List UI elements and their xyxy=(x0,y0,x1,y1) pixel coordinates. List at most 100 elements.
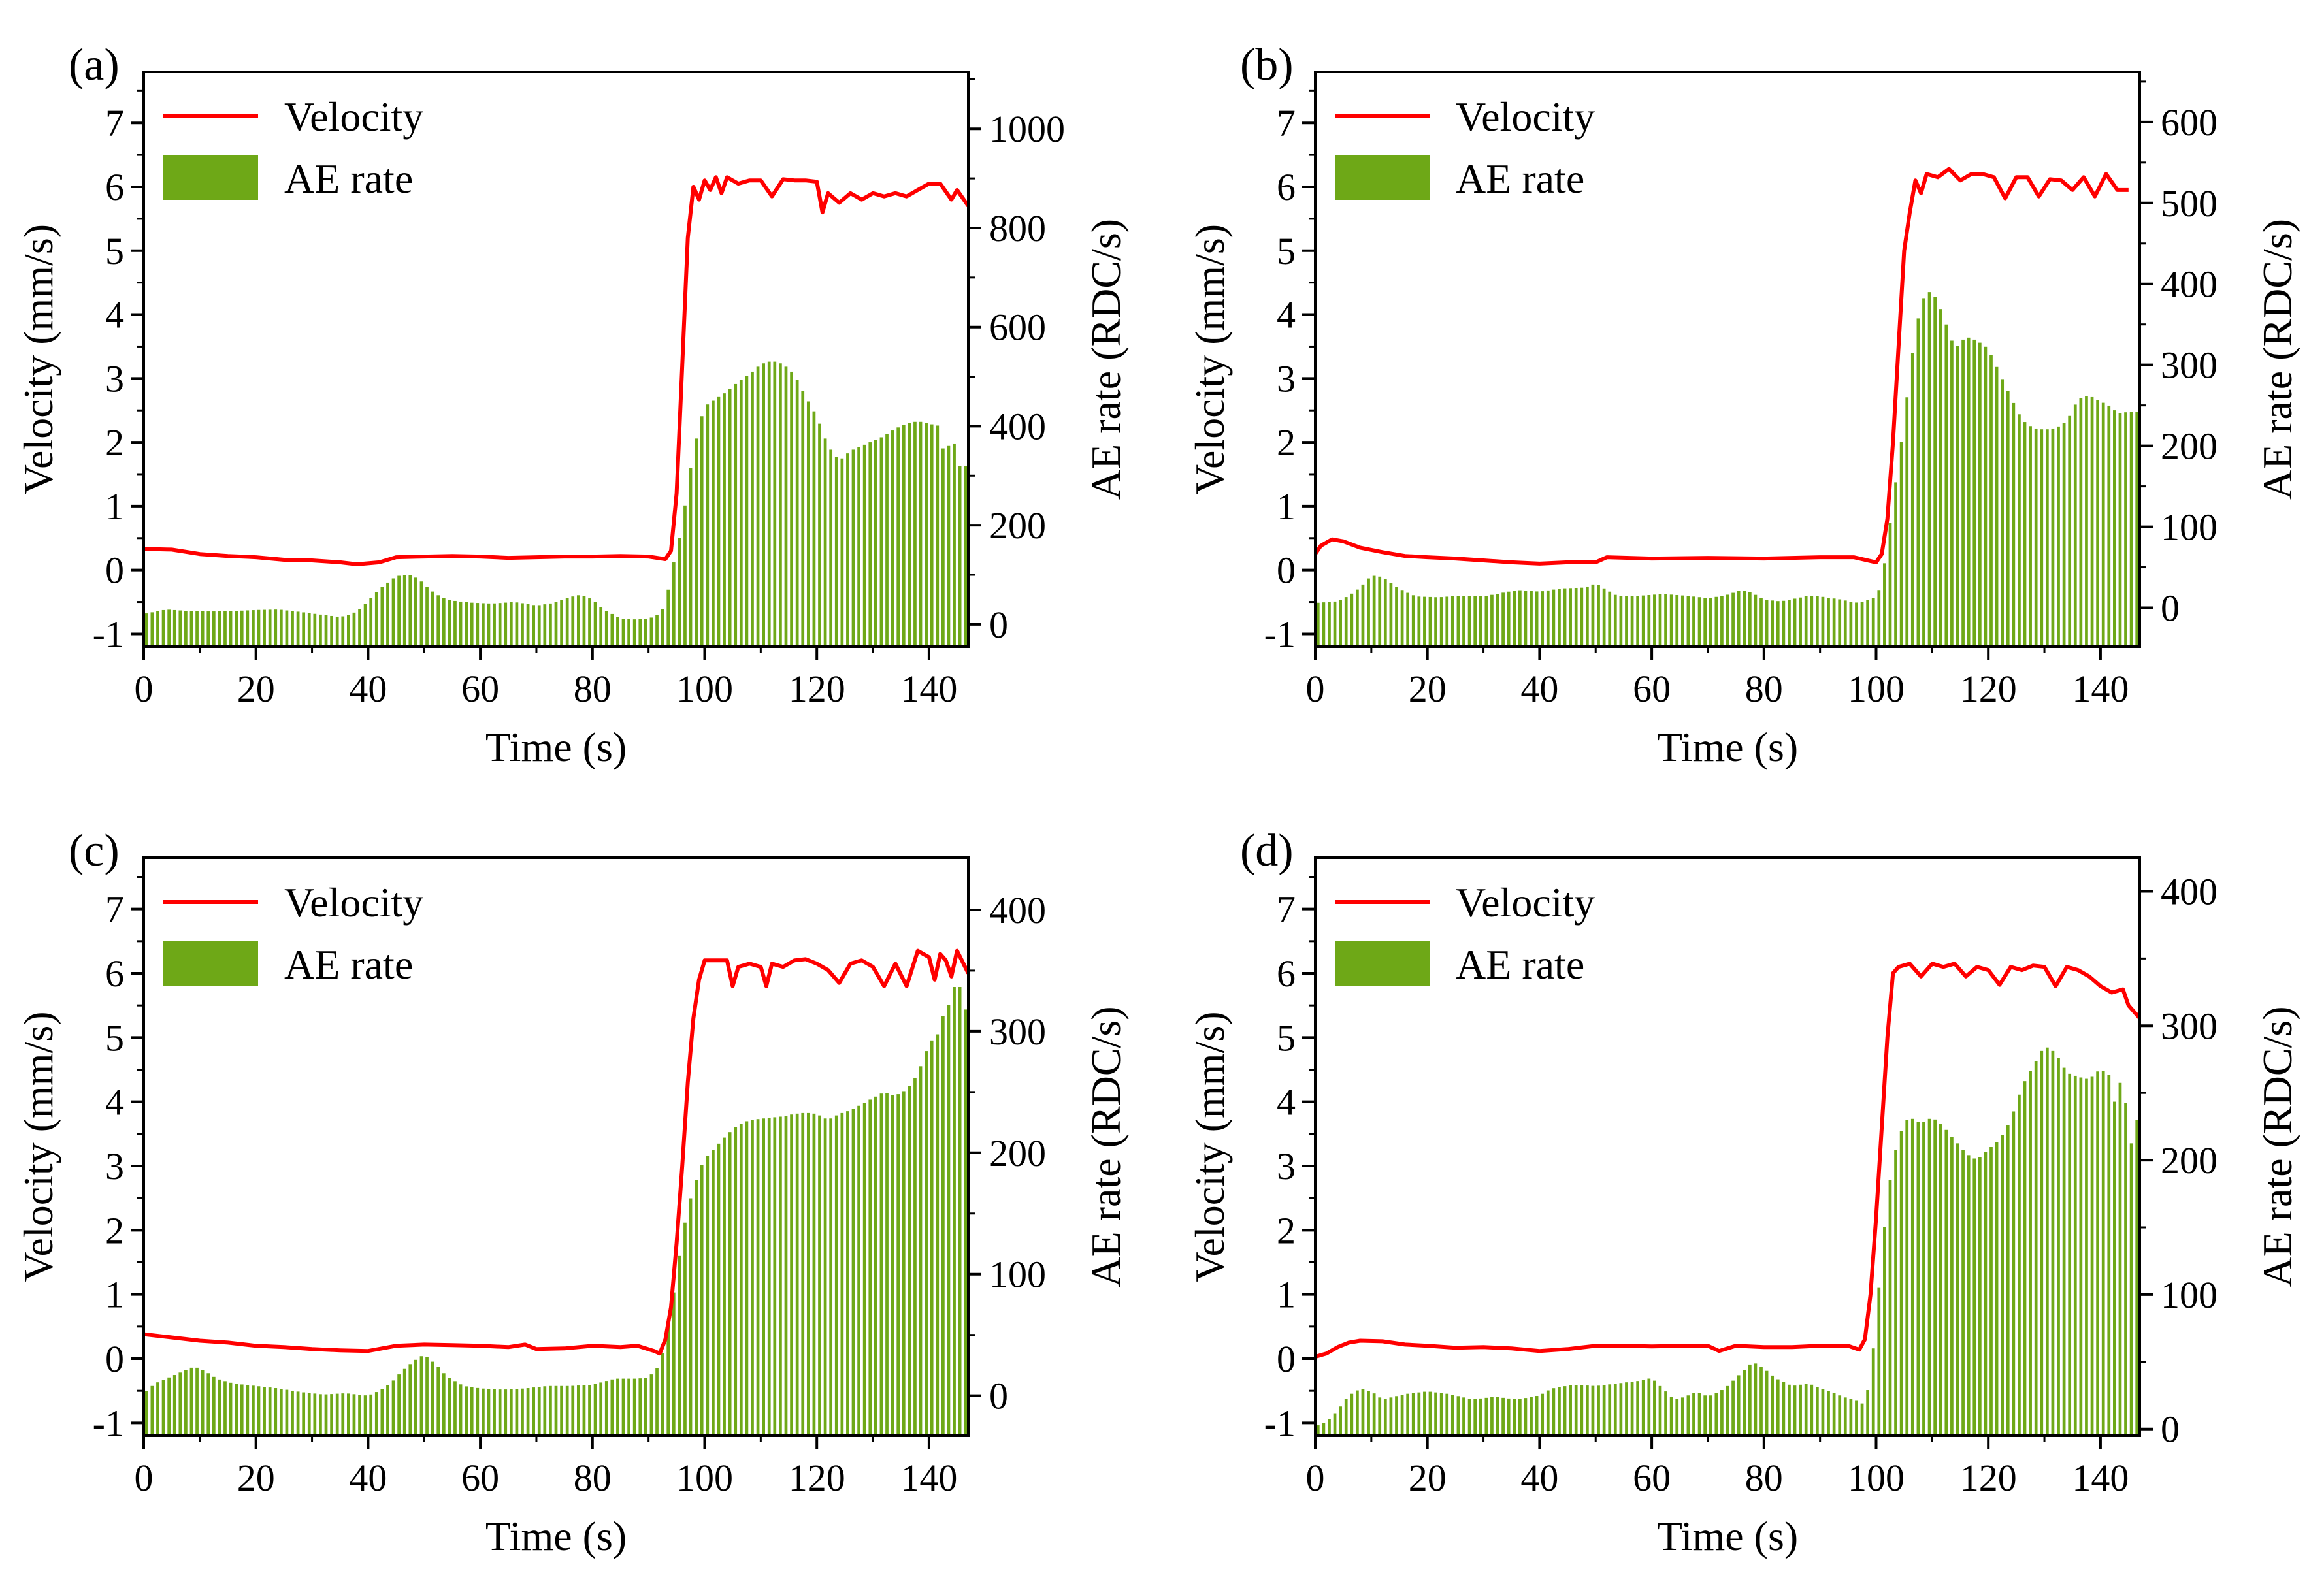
ae-rate-bar xyxy=(526,604,530,647)
x-tick-label: 0 xyxy=(135,668,154,710)
ae-rate-bar xyxy=(2029,1071,2032,1436)
ae-rate-bar xyxy=(1569,1385,1572,1436)
legend-ae-rate-swatch xyxy=(1335,941,1430,986)
ae-rate-bar xyxy=(1984,1152,1988,1436)
ae-rate-bar xyxy=(1328,1419,1331,1436)
ae-rate-bar xyxy=(1439,1393,1443,1436)
ae-rate-bar xyxy=(1546,590,1550,647)
ae-rate-bar xyxy=(1680,595,1684,647)
ae-rate-bar xyxy=(846,1111,849,1436)
ae-rate-bar xyxy=(874,440,877,647)
ae-rate-bar xyxy=(156,1382,159,1436)
x-axis-title: Time (s) xyxy=(1657,1513,1798,1559)
ae-rate-bar xyxy=(610,1379,614,1436)
ae-rate-bar xyxy=(1871,598,1875,647)
ae-rate-bar xyxy=(593,1384,597,1436)
ae-rate-bar xyxy=(862,444,866,647)
plot-frame xyxy=(142,856,970,1437)
ae-rate-bar xyxy=(1956,1143,1959,1436)
ae-rate-bar xyxy=(436,595,440,647)
ae-rate-bars xyxy=(1316,1047,2139,1436)
ae-rate-bar xyxy=(1709,1395,1712,1436)
ae-rate-bar xyxy=(1782,1382,1786,1436)
ae-rate-bar xyxy=(941,1016,945,1436)
ae-rate-bar xyxy=(936,425,940,647)
ae-rate-bar xyxy=(1771,1375,1775,1436)
ae-rate-bar xyxy=(1507,1398,1511,1436)
ae-rate-bar xyxy=(374,1392,378,1436)
y-tick-label: -1 xyxy=(1264,1402,1296,1444)
ae-rate-bar xyxy=(829,449,833,647)
ae-rate-bar xyxy=(818,1115,821,1436)
ae-rate-bar xyxy=(1849,602,1853,647)
ae-rate-bar xyxy=(1899,442,1903,647)
ae-rate-bar xyxy=(1815,1387,1819,1436)
ae-rate-bar xyxy=(363,1395,367,1436)
legend-velocity-label: Velocity xyxy=(1456,93,1595,140)
ae-rate-bar xyxy=(683,505,687,647)
ae-rate-bar xyxy=(964,466,968,647)
ae-rate-bar xyxy=(2034,1061,2038,1436)
ae-rate-bar xyxy=(2085,1078,2088,1436)
ae-rate-bar xyxy=(1613,1384,1617,1436)
ae-rate-bar xyxy=(459,1384,463,1436)
x-tick-label: 120 xyxy=(789,668,845,710)
ae-rate-bar xyxy=(1563,588,1567,647)
ae-rate-bar xyxy=(1647,594,1651,647)
ae-rate-bar xyxy=(1541,591,1545,647)
ae-rate-bar xyxy=(1799,1384,1802,1436)
ae-rate-bar xyxy=(2040,429,2044,647)
ae-rate-bar xyxy=(335,1393,339,1436)
ae-rate-bar xyxy=(734,383,738,647)
legend: Velocity AE rate xyxy=(1335,879,1595,988)
ae-rate-bar xyxy=(1888,523,1892,647)
ae-rate-bar xyxy=(666,1325,670,1436)
ae-rate-bar xyxy=(487,603,491,647)
ae-rate-bar xyxy=(1428,596,1432,647)
ae-rate-bar xyxy=(1569,588,1572,647)
ae-rate-bar xyxy=(1866,1390,1869,1436)
ae-rate-bar xyxy=(1439,597,1443,647)
ae-rate-bar xyxy=(964,1009,968,1436)
ae-rate-bar xyxy=(1782,600,1786,647)
ae-rate-bar xyxy=(279,1389,283,1436)
ae-rate-bar xyxy=(206,611,210,647)
y-axis-title: Velocity (mm/s) xyxy=(1187,224,1233,494)
ae-rate-bar xyxy=(644,619,647,647)
ae-rate-bar xyxy=(453,1381,457,1436)
ae-rate-bar xyxy=(369,1394,373,1436)
ae-rate-bar xyxy=(1860,1403,1864,1436)
ae-rate-bar xyxy=(1910,353,1914,647)
ae-rate-bar xyxy=(291,611,294,647)
ae-rate-bar xyxy=(891,430,894,647)
y-tick-label: 6 xyxy=(1277,166,1296,208)
ae-rate-bar xyxy=(330,1394,333,1436)
ae-rate-bar xyxy=(661,1353,664,1436)
ae-rate-bar xyxy=(925,423,928,647)
ae-rate-bar xyxy=(689,1198,693,1436)
ae-rate-bar xyxy=(184,1370,188,1436)
ae-rate-bar xyxy=(751,1120,754,1436)
ae-rate-bar xyxy=(1406,1393,1410,1436)
ae-rate-bar xyxy=(369,598,373,647)
ae-rate-bar xyxy=(1473,596,1477,647)
ae-rate-bar xyxy=(1995,1142,1999,1436)
ae-rate-bar xyxy=(655,1368,659,1436)
ae-rate-bar xyxy=(689,468,693,647)
ae-rate-bar xyxy=(1591,1385,1595,1436)
ae-rate-bar xyxy=(2001,1135,2005,1436)
ae-rate-bar xyxy=(1558,589,1561,647)
x-tick-label: 0 xyxy=(1306,668,1325,710)
x-tick-label: 0 xyxy=(135,1457,154,1499)
ae-rate-bar xyxy=(1372,1393,1376,1436)
ae-rate-bar xyxy=(2023,422,2027,647)
ae-rate-bar xyxy=(313,1393,317,1436)
ae-rate-bar xyxy=(397,1374,401,1436)
ae-rate-bar xyxy=(1950,340,1954,647)
ae-rate-bar xyxy=(1855,602,1858,647)
ae-rate-bar xyxy=(1574,587,1578,647)
ae-rate-bar xyxy=(762,1118,766,1436)
y-tick-label: 2 xyxy=(105,1209,124,1252)
ae-rate-bar xyxy=(285,610,289,647)
y-tick-label: 6 xyxy=(1277,952,1296,995)
